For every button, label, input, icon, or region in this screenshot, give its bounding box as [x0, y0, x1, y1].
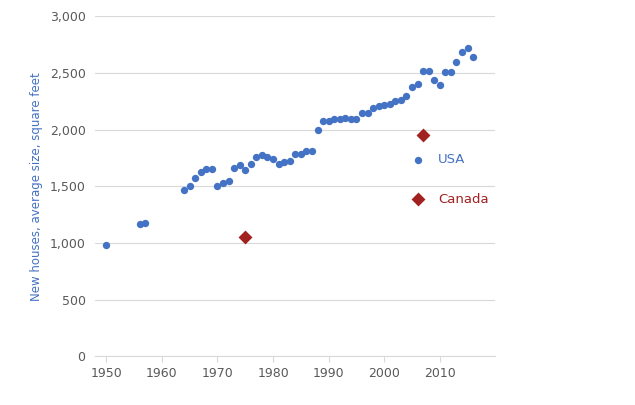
USA	[345, 115, 356, 122]
USA	[201, 166, 211, 172]
USA	[446, 69, 456, 76]
USA	[140, 220, 150, 226]
USA	[391, 98, 401, 104]
USA	[312, 126, 323, 133]
USA	[440, 69, 450, 76]
USA	[396, 96, 406, 103]
USA	[363, 109, 373, 116]
Canada	[418, 132, 428, 139]
USA	[279, 159, 290, 166]
USA	[179, 186, 189, 193]
USA	[335, 115, 345, 122]
USA	[351, 115, 361, 122]
USA	[190, 175, 201, 181]
USA	[407, 83, 417, 90]
USA	[290, 151, 300, 157]
USA	[257, 151, 267, 158]
USA	[357, 109, 367, 116]
USA	[296, 151, 306, 157]
USA	[385, 100, 395, 107]
USA	[207, 166, 217, 173]
Canada	[240, 234, 250, 241]
USA	[368, 105, 378, 111]
USA	[418, 67, 428, 74]
USA	[268, 156, 278, 162]
USA	[307, 148, 317, 154]
USA	[340, 115, 351, 122]
USA	[274, 160, 284, 167]
USA	[429, 77, 439, 83]
USA	[246, 160, 256, 167]
USA	[135, 220, 145, 227]
USA	[229, 165, 239, 171]
USA	[185, 183, 195, 190]
USA	[302, 148, 312, 154]
USA	[373, 102, 384, 109]
USA	[451, 58, 462, 65]
USA	[424, 67, 434, 74]
USA	[101, 242, 111, 248]
USA	[284, 158, 295, 164]
USA	[329, 115, 339, 122]
USA	[240, 166, 250, 173]
USA	[196, 169, 206, 175]
USA	[224, 177, 234, 184]
USA	[457, 49, 467, 56]
USA	[318, 117, 328, 124]
Y-axis label: New houses, average size, square feet: New houses, average size, square feet	[30, 72, 43, 301]
USA	[413, 81, 423, 87]
USA	[434, 82, 444, 88]
USA	[462, 45, 472, 51]
USA	[401, 92, 411, 99]
USA	[468, 54, 478, 60]
USA	[323, 117, 333, 124]
USA	[262, 153, 272, 160]
USA	[212, 183, 222, 190]
USA	[379, 102, 389, 109]
USA	[218, 180, 228, 187]
USA	[234, 162, 244, 168]
Legend: USA, Canada: USA, Canada	[405, 153, 489, 206]
USA	[251, 154, 262, 161]
